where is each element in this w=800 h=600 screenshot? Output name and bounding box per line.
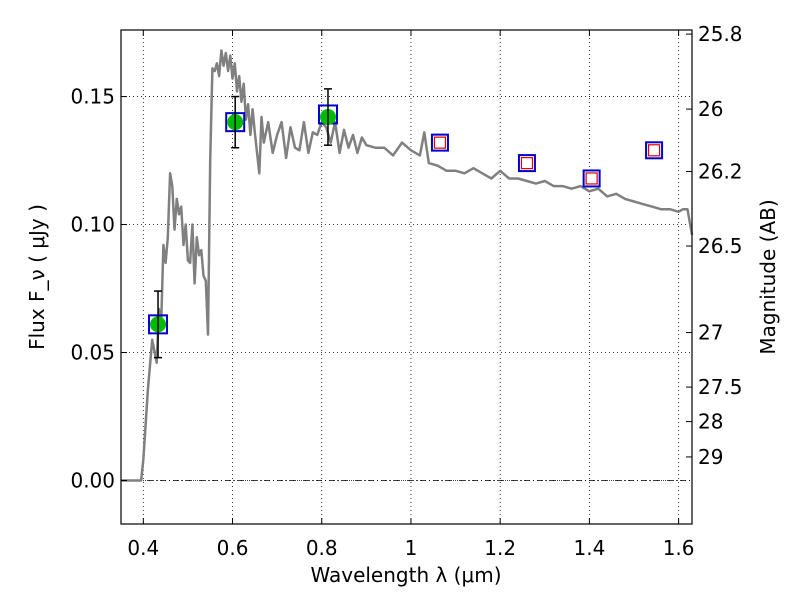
model-point-inner-square [433, 136, 447, 149]
right-tick-label: 27.5 [698, 375, 743, 399]
x-axis: 0.4 0.6 0.8 1 1.2 1.4 1.6 [127, 30, 695, 560]
grid [121, 30, 692, 524]
y-axis-left: 0.00 0.05 0.10 0.15 [70, 85, 127, 492]
y-axis-right: 25.8 26 26.2 26.5 27 27.5 28 29 [686, 22, 743, 469]
right-tick-label: 26.2 [698, 160, 743, 184]
x-tick-label: 0.8 [306, 536, 338, 560]
y-tick-label: 0.05 [70, 341, 115, 365]
right-tick-label: 29 [698, 445, 723, 469]
y-axis-label: Flux F_ν ( μJy ) [25, 204, 49, 350]
x-tick-label: 0.6 [217, 536, 249, 560]
x-tick-label: 0.4 [127, 536, 159, 560]
x-tick-label: 1.2 [484, 536, 516, 560]
x-tick-label: 1.4 [573, 536, 605, 560]
right-tick-label: 26.5 [698, 234, 743, 258]
model-point-inner-square [585, 172, 598, 185]
x-tick-label: 1.6 [663, 536, 695, 560]
x-tick-label: 1 [405, 536, 418, 560]
right-tick-label: 25.8 [698, 22, 743, 46]
y-tick-label: 0.00 [70, 468, 115, 492]
x-axis-label: Wavelength λ (μm) [310, 563, 501, 587]
model-point-inner-square [647, 144, 661, 157]
y-axis-right-label: Magnitude (AB) [756, 199, 780, 354]
right-tick-label: 28 [698, 410, 723, 434]
sed-line [121, 49, 694, 482]
plot-frame [120, 29, 693, 525]
plot-area [121, 49, 694, 482]
y-tick-label: 0.15 [70, 85, 115, 109]
right-tick-label: 27 [698, 321, 723, 345]
y-tick-label: 0.10 [70, 213, 115, 237]
model-point-inner-square [520, 156, 534, 170]
right-tick-label: 26 [698, 97, 723, 121]
